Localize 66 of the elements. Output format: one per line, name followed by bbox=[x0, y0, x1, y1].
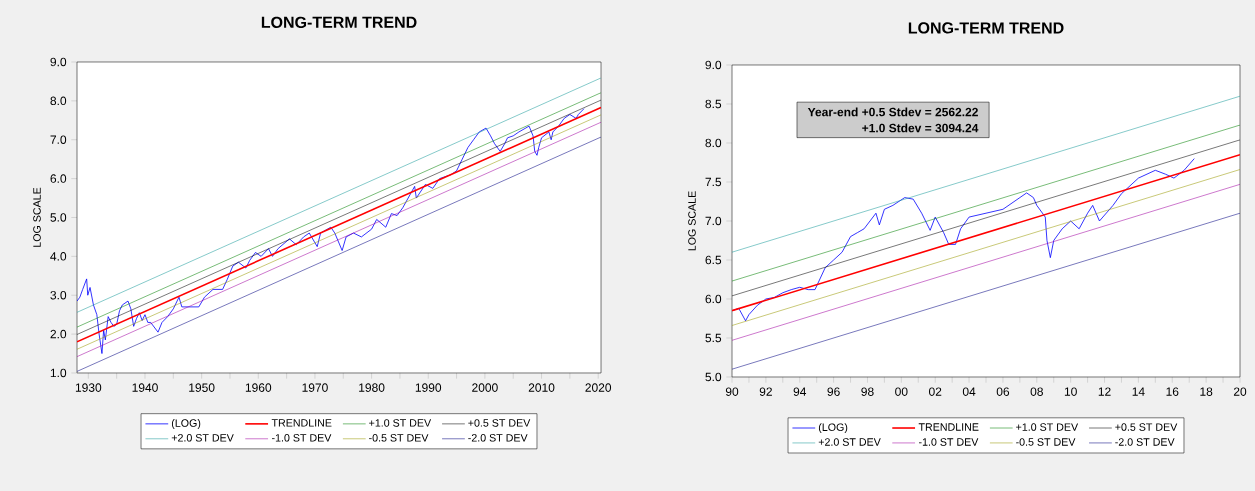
annotation: +1.0 Stdev = 3094.24 bbox=[862, 123, 979, 133]
x-tick-label: 00 bbox=[895, 387, 908, 396]
x-tick-label: 20 bbox=[1233, 387, 1247, 396]
x-tick-label: 14 bbox=[1132, 387, 1145, 396]
x-tick-label: 06 bbox=[996, 387, 1010, 396]
legend-label: -0.5 ST DEV bbox=[369, 434, 429, 442]
legend-label: +2.0 ST DEV bbox=[171, 434, 234, 442]
legend-label: (LOG) bbox=[171, 419, 201, 429]
chart-title: LONG-TERM TREND bbox=[908, 22, 1064, 34]
y-tick-label: 4.0 bbox=[50, 252, 67, 261]
legend-label: +1.0 ST DEV bbox=[369, 419, 432, 427]
x-tick-label: 12 bbox=[1098, 387, 1111, 396]
y-tick-label: 7.0 bbox=[50, 135, 67, 144]
y-tick-label: 1.0 bbox=[50, 368, 67, 378]
legend-label: +0.5 ST DEV bbox=[1115, 423, 1178, 431]
y-tick-label: 9.0 bbox=[50, 57, 67, 67]
x-tick-label: 90 bbox=[725, 387, 739, 396]
y-tick-label: 5.0 bbox=[705, 372, 722, 382]
x-tick-label: 1950 bbox=[189, 383, 215, 392]
legend-label: +0.5 ST DEV bbox=[468, 419, 531, 427]
annotation: Year-end +0.5 Stdev = 2562.22 bbox=[807, 107, 978, 117]
x-tick-label: 1930 bbox=[75, 383, 102, 392]
x-tick-label: 96 bbox=[827, 387, 840, 396]
legend-label: +1.0 ST DEV bbox=[1016, 423, 1079, 431]
x-tick-label: 2020 bbox=[585, 383, 612, 392]
y-tick-label: 5.5 bbox=[705, 333, 722, 343]
legend-label: -0.5 ST DEV bbox=[1016, 438, 1076, 446]
y-tick-label: 3.0 bbox=[50, 290, 67, 300]
y-tick-label: 9.0 bbox=[705, 60, 722, 70]
x-tick-label: 1980 bbox=[359, 383, 385, 392]
chart-title: LONG-TERM TREND bbox=[261, 16, 417, 28]
y-tick-label: 7.5 bbox=[705, 177, 722, 187]
legend-label: -2.0 ST DEV bbox=[1115, 438, 1175, 446]
x-tick-label: 98 bbox=[861, 387, 874, 396]
x-tick-label: 2010 bbox=[528, 383, 555, 392]
legend-label: +2.0 ST DEV bbox=[818, 438, 881, 446]
x-tick-label: 92 bbox=[759, 387, 772, 396]
legend-label: (LOG) bbox=[818, 423, 848, 434]
x-tick-label: 02 bbox=[928, 387, 942, 396]
x-tick-label: 08 bbox=[1030, 387, 1043, 396]
y-tick-label: 8.0 bbox=[50, 96, 67, 106]
legend-label: -1.0 ST DEV bbox=[918, 438, 979, 446]
x-tick-label: 2000 bbox=[472, 383, 498, 392]
x-tick-label: 10 bbox=[1064, 387, 1077, 396]
legend-label: TRENDLINE bbox=[271, 419, 332, 427]
x-tick-label: 1960 bbox=[245, 383, 272, 392]
x-tick-label: 16 bbox=[1166, 387, 1179, 396]
y-tick-label: 6.0 bbox=[50, 174, 67, 183]
x-tick-label: 1940 bbox=[132, 383, 158, 392]
y-tick-label: 8.0 bbox=[705, 138, 722, 148]
y-tick-label: 6.0 bbox=[705, 294, 722, 304]
x-tick-label: 1990 bbox=[415, 383, 442, 392]
legend-label: -2.0 ST DEV bbox=[468, 434, 528, 442]
y-tick-label: 5.0 bbox=[50, 213, 67, 222]
x-tick-label: 18 bbox=[1200, 387, 1213, 396]
y-tick-label: 6.5 bbox=[705, 255, 722, 265]
legend-label: TRENDLINE bbox=[918, 423, 979, 431]
x-tick-label: 94 bbox=[793, 387, 807, 396]
y-tick-label: 7.0 bbox=[705, 216, 722, 226]
y-axis-title: LOG SCALE bbox=[688, 191, 696, 251]
y-tick-label: 2.0 bbox=[50, 329, 67, 339]
x-tick-label: 1970 bbox=[302, 383, 328, 392]
y-tick-label: 8.5 bbox=[705, 99, 722, 109]
y-axis-title: LOG SCALE bbox=[33, 187, 41, 247]
x-tick-label: 04 bbox=[962, 387, 976, 396]
legend-label: -1.0 ST DEV bbox=[272, 434, 332, 442]
